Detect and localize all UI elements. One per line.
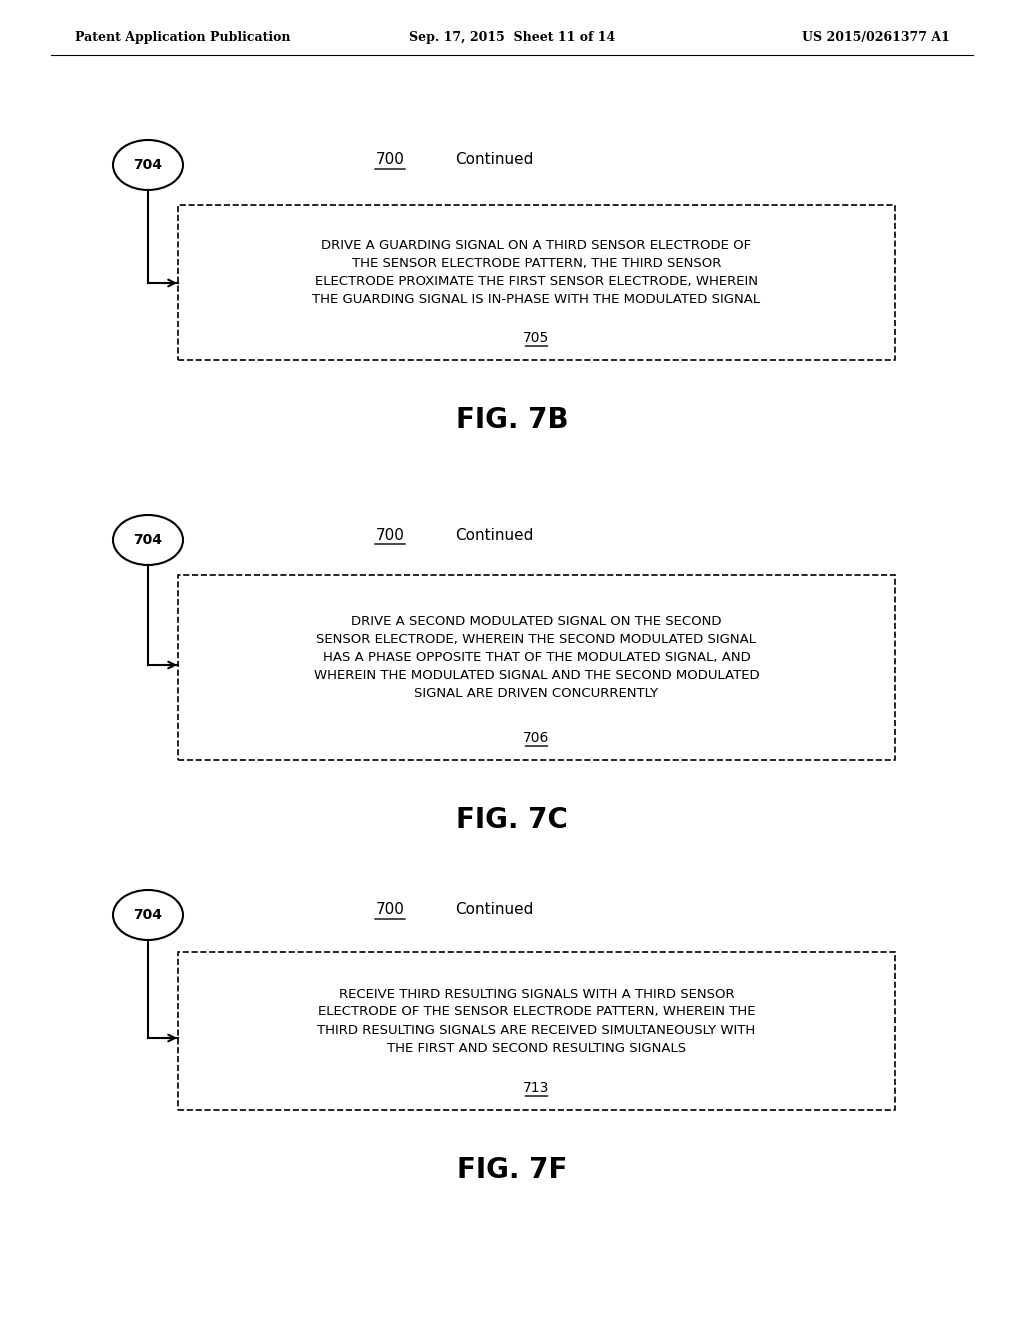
Text: Continued: Continued — [455, 903, 534, 917]
Text: Continued: Continued — [455, 153, 534, 168]
Text: Sep. 17, 2015  Sheet 11 of 14: Sep. 17, 2015 Sheet 11 of 14 — [409, 30, 615, 44]
Text: US 2015/0261377 A1: US 2015/0261377 A1 — [802, 30, 950, 44]
Text: 700: 700 — [376, 903, 404, 917]
Text: RECEIVE THIRD RESULTING SIGNALS WITH A THIRD SENSOR
ELECTRODE OF THE SENSOR ELEC: RECEIVE THIRD RESULTING SIGNALS WITH A T… — [317, 987, 756, 1055]
Text: DRIVE A SECOND MODULATED SIGNAL ON THE SECOND
SENSOR ELECTRODE, WHEREIN THE SECO: DRIVE A SECOND MODULATED SIGNAL ON THE S… — [313, 615, 760, 700]
Text: 700: 700 — [376, 528, 404, 543]
Text: FIG. 7C: FIG. 7C — [456, 807, 568, 834]
Text: 706: 706 — [523, 731, 550, 744]
Text: 704: 704 — [133, 533, 163, 546]
Text: 704: 704 — [133, 908, 163, 921]
Text: Patent Application Publication: Patent Application Publication — [75, 30, 291, 44]
Text: 713: 713 — [523, 1081, 550, 1096]
Text: FIG. 7F: FIG. 7F — [457, 1156, 567, 1184]
Text: FIG. 7B: FIG. 7B — [456, 407, 568, 434]
Text: 700: 700 — [376, 153, 404, 168]
Text: 704: 704 — [133, 158, 163, 172]
Text: DRIVE A GUARDING SIGNAL ON A THIRD SENSOR ELECTRODE OF
THE SENSOR ELECTRODE PATT: DRIVE A GUARDING SIGNAL ON A THIRD SENSO… — [312, 239, 761, 306]
Text: Continued: Continued — [455, 528, 534, 543]
Text: 705: 705 — [523, 331, 550, 345]
